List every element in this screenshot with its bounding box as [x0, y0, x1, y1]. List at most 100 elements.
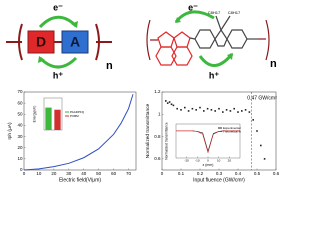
bracket — [265, 19, 270, 61]
data-point — [260, 144, 262, 147]
y-tick-label: 30 — [17, 134, 23, 139]
bond — [215, 15, 222, 31]
annotation-label: 0.47 GW/cm² — [247, 95, 277, 101]
hole-arrow — [198, 53, 234, 67]
y-tick-label: 1.2 — [154, 89, 161, 94]
x-tick-label: 0 — [23, 171, 26, 176]
data-point — [184, 106, 186, 109]
y-tick-label: 50 — [17, 111, 23, 116]
data-point — [176, 107, 178, 110]
legend-label: Theoretical fit — [223, 129, 241, 133]
hole-arrow — [38, 56, 78, 69]
legend-label: PAADPFQ — [70, 110, 85, 114]
data-line — [176, 130, 240, 154]
bracket — [95, 23, 100, 61]
da-scheme: D A e⁻ h⁺ n — [6, 2, 113, 80]
x-tick-label: 60 — [111, 171, 117, 176]
x-tick-label: -20 — [184, 158, 189, 162]
data-point — [168, 101, 171, 103]
data-point — [195, 109, 197, 111]
donor-label: D — [36, 34, 46, 50]
page: D A e⁻ h⁺ n e⁻ h⁺ C8H17 C8H17 n 0 10 20 — [6, 2, 280, 184]
data-point — [172, 104, 175, 107]
electron-label: e⁻ — [188, 2, 198, 12]
x-tick-label: 0.4 — [235, 171, 242, 176]
graphical-abstract: D A e⁻ h⁺ n e⁻ h⁺ C8H17 C8H17 n 0 10 20 — [6, 2, 280, 184]
y-axis-label: Energy(eV) — [32, 106, 36, 123]
ring — [155, 46, 177, 66]
y-axis-label: Normalized transmittance — [145, 103, 151, 158]
x-tick-label: -10 — [195, 158, 200, 162]
data-point — [206, 107, 209, 110]
y-tick-label: 40 — [17, 123, 23, 128]
data-point — [180, 109, 182, 111]
y-tick-label: 1 — [158, 111, 161, 116]
data-point — [222, 111, 224, 113]
data-point — [233, 107, 235, 110]
x-tick-label: 10 — [36, 171, 42, 176]
arrow-head — [71, 21, 78, 28]
hole-label: h⁺ — [53, 70, 63, 80]
hole-label: h⁺ — [209, 70, 219, 80]
data-point — [210, 109, 213, 111]
data-point — [225, 109, 228, 111]
data-point — [191, 107, 194, 110]
data-point — [203, 110, 205, 112]
ring — [214, 28, 228, 47]
bracket — [146, 19, 151, 61]
y-tick-label: 20 — [17, 145, 23, 150]
data-point — [241, 110, 243, 112]
data-point — [229, 110, 232, 112]
bracket — [18, 23, 23, 61]
acceptor-label: A — [70, 34, 80, 50]
x-tick-label: 0.5 — [254, 171, 261, 176]
y-axis-label: Iph (μA) — [7, 122, 13, 140]
data-point — [214, 110, 216, 112]
bar — [54, 109, 61, 130]
data-point — [237, 111, 239, 113]
data-point — [218, 107, 220, 110]
x-tick-label: 0.2 — [197, 171, 204, 176]
x-tick-label: 20 — [51, 171, 57, 176]
bond — [189, 37, 196, 40]
x-tick-label: 50 — [96, 171, 102, 176]
data-point — [165, 100, 167, 102]
data-point — [256, 130, 258, 132]
polymer-structure: e⁻ h⁺ C8H17 C8H17 n — [146, 2, 277, 80]
x-tick-label: 20 — [228, 158, 232, 162]
ring — [173, 31, 191, 48]
plot-frame — [23, 91, 137, 171]
data-point — [263, 158, 266, 160]
bar — [45, 107, 52, 130]
arrow-head — [227, 53, 233, 60]
ring — [194, 29, 216, 49]
data-point — [248, 111, 251, 113]
x-tick-label: 0 — [161, 171, 164, 176]
y-tick-label: 0.8 — [154, 134, 161, 139]
side-chain-label: C8H17 — [228, 10, 241, 15]
y-tick-label: 0 — [20, 167, 23, 172]
x-tick-label: 0.1 — [178, 171, 185, 176]
x-tick-label: 40 — [81, 171, 87, 176]
repeat-label: n — [106, 60, 113, 72]
side-chain-label: C8H17 — [208, 10, 221, 15]
data-point — [199, 106, 201, 109]
electron-arrow — [38, 15, 78, 29]
ring — [171, 46, 193, 66]
data-point — [187, 110, 190, 112]
x-axis-label: Input fluence (GW/cm²) — [193, 178, 245, 184]
x-tick-label: 10 — [217, 158, 221, 162]
x-axis-label: z (mm) — [203, 163, 214, 167]
x-tick-label: 30 — [66, 171, 72, 176]
ring — [157, 31, 175, 48]
data-point — [244, 109, 247, 111]
data-point — [166, 102, 169, 104]
x-tick-label: 0 — [207, 158, 209, 162]
x-tick-label: 0.6 — [273, 171, 280, 176]
x-tick-label: 70 — [126, 171, 132, 176]
repeat-label: n — [270, 58, 277, 70]
bond — [220, 15, 231, 31]
x-tick-label: 0.3 — [216, 171, 223, 176]
ring — [226, 29, 248, 49]
x-axis-label: Electric field(V/μm) — [59, 178, 101, 184]
